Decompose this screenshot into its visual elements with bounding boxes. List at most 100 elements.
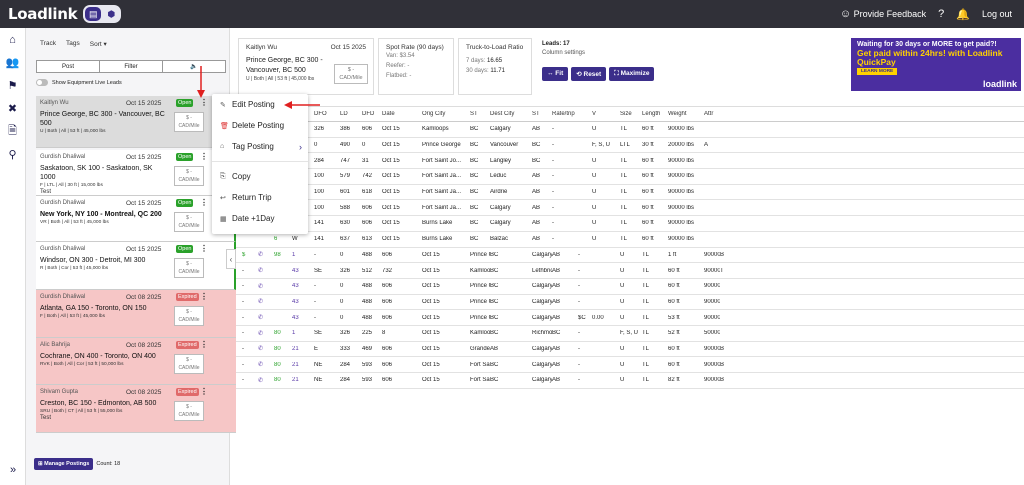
menu-return-trip[interactable]: ↩ Return Trip xyxy=(212,187,308,208)
logout-link[interactable]: Log out xyxy=(981,9,1012,19)
grid-cell: 488 xyxy=(362,283,373,290)
grid-cell: 606 xyxy=(362,220,373,227)
posting-card[interactable]: Gurdish Dhaliwal Oct 15 2025 Open ⋮ Windsor,… xyxy=(36,242,236,290)
sound-icon[interactable]: 🔈 xyxy=(190,64,198,70)
more-options-icon[interactable]: ⋮ xyxy=(200,198,208,207)
menu-delete-posting[interactable]: 🗑 Delete Posting xyxy=(212,115,308,136)
table-row[interactable]: 6 W 141 637 613 Oct 15 Burns Lake BC Balzac AB - U T… xyxy=(236,232,1024,248)
more-options-icon[interactable]: ⋮ xyxy=(200,292,208,301)
menu-date-plus-one[interactable]: ▦ Date +1Day xyxy=(212,208,308,229)
live-leads-toggle[interactable]: Show Equipment Live Leads xyxy=(36,79,122,86)
toggle-switch[interactable] xyxy=(36,79,48,86)
grid-cell: ✆ xyxy=(258,315,264,322)
expand-nav-icon[interactable]: » xyxy=(9,463,17,476)
grid-cell: TL xyxy=(642,283,650,290)
users-icon[interactable]: 👥 xyxy=(5,57,20,69)
post-button[interactable]: Post xyxy=(37,61,100,72)
more-options-icon[interactable]: ⋮ xyxy=(200,340,208,349)
posting-card[interactable]: Gurdish Dhaliwal Oct 15 2025 Open ⋮ New York… xyxy=(36,196,236,242)
leads-info: Leads: 17 Column settings xyxy=(542,41,585,56)
bell-icon[interactable]: 🔔 xyxy=(956,8,970,21)
calendar-icon: ▦ xyxy=(220,215,227,223)
posting-context-menu: ✎ Edit Posting 🗑 Delete Posting ⌂ Tag Posti… xyxy=(212,94,308,234)
grid-cell: ✆ xyxy=(258,330,264,337)
tab-track[interactable]: Track xyxy=(40,40,57,47)
ratio-30days: 30 days: 11.71 xyxy=(466,68,505,74)
card-route: Saskatoon, SK 100 - Saskatoon, SK 1000 xyxy=(40,165,153,181)
grid-cell: 588 xyxy=(340,204,351,211)
table-row[interactable]: SE326386606Oct 15KamloopsBCCalgaryAB-UTL… xyxy=(236,122,1024,138)
card-meta: R | Both | Cor | 53 ft | 45,000 lbs xyxy=(40,266,109,271)
grid-cell: - xyxy=(552,189,554,196)
home-icon[interactable]: ⌂ xyxy=(9,33,16,46)
mode-switch[interactable]: ▤ ⬢ xyxy=(83,5,122,23)
tab-sort[interactable]: Sort ▾ xyxy=(89,41,107,48)
maximize-button[interactable]: ⛶ Maximize xyxy=(609,67,655,81)
remove-user-icon[interactable]: ✖ xyxy=(7,103,18,115)
menu-copy[interactable]: ⎘ Copy xyxy=(212,166,308,187)
summary-meta: U | Both | All | 53 ft | 45,000 lbs xyxy=(246,76,315,82)
grid-cell: 90000 lbs xyxy=(704,298,720,305)
grid-cell: Oct 15 xyxy=(422,251,440,258)
grid-cell: 90000 lbs xyxy=(704,377,720,384)
more-options-icon[interactable]: ⋮ xyxy=(200,387,208,396)
posting-card[interactable]: Kaitlyn Wu Oct 15 2025 Open ⋮ Prince George,… xyxy=(36,96,236,148)
more-options-icon[interactable]: ⋮ xyxy=(200,98,208,107)
grid-cell: ✆ xyxy=(258,252,264,259)
filter-button[interactable]: Filter xyxy=(100,61,163,72)
more-options-icon[interactable]: ⋮ xyxy=(200,152,208,161)
grid-cell: 747 xyxy=(340,157,351,164)
tab-tags[interactable]: Tags xyxy=(66,40,80,47)
posting-card[interactable]: Alic Bahrija Oct 08 2025 Expired ⋮ Cochrane,… xyxy=(36,338,236,385)
summary-route: Prince George, BC 300 - Vancouver, BC 50… xyxy=(246,57,323,74)
grid-cell: 43 xyxy=(292,283,299,290)
ad-learn-more-button[interactable]: LEARN MORE xyxy=(857,68,898,75)
grid-cell: TL xyxy=(642,314,650,321)
fit-button[interactable]: ↔ Fit xyxy=(542,67,569,81)
posting-card[interactable]: Gurdish Dhaliwal Oct 15 2025 Open ⋮ Saskatoo… xyxy=(36,150,236,196)
reset-button[interactable]: ⟲ Reset xyxy=(571,67,607,81)
grid-cell: 90000 lbs xyxy=(668,157,695,164)
grid-cell: AB xyxy=(532,204,541,211)
app-logo[interactable]: Loadlink xyxy=(8,5,78,23)
posting-card[interactable]: Shivam Gupta Oct 08 2025 Expired ⋮ Creston, … xyxy=(36,385,236,433)
posting-card[interactable]: Gurdish Dhaliwal Oct 08 2025 Expired ⋮ Atlan… xyxy=(36,290,236,338)
collapse-panel-button[interactable]: ‹ xyxy=(226,249,236,269)
menu-tag-posting[interactable]: ⌂ Tag Posting › xyxy=(212,136,308,157)
grid-cell: Calgary xyxy=(532,345,552,352)
box-mode-icon[interactable]: ⬢ xyxy=(107,8,116,19)
help-icon[interactable]: ? xyxy=(938,8,945,20)
document-icon[interactable]: 🗎 xyxy=(8,125,17,137)
more-options-icon[interactable]: ⋮ xyxy=(200,244,208,253)
grid-cell: Burns Lake xyxy=(422,220,453,227)
card-meta: U | Both | All | 53 ft | 45,000 lbs xyxy=(40,129,106,134)
grid-cell: AB xyxy=(552,283,561,290)
search-icon[interactable]: ⚲ xyxy=(8,149,17,161)
quickpay-ad[interactable]: Waiting for 30 days or MORE to get paid?… xyxy=(851,38,1021,91)
menu-edit-posting[interactable]: ✎ Edit Posting xyxy=(212,94,308,115)
grid-cell: BC xyxy=(470,142,479,149)
grid-cell: 90000 lbs xyxy=(668,236,695,243)
truck-mode-icon[interactable]: ▤ xyxy=(85,7,102,21)
flag-icon[interactable]: ⚑ xyxy=(7,80,18,92)
grid-cell: AB xyxy=(552,377,561,384)
feedback-link[interactable]: ☺ Provide Feedback xyxy=(840,8,926,20)
manage-postings-button[interactable]: ⊞ Manage Postings xyxy=(34,458,94,470)
spot-reefer: Reefer: - xyxy=(386,63,410,69)
grid-cell: - xyxy=(242,377,244,384)
